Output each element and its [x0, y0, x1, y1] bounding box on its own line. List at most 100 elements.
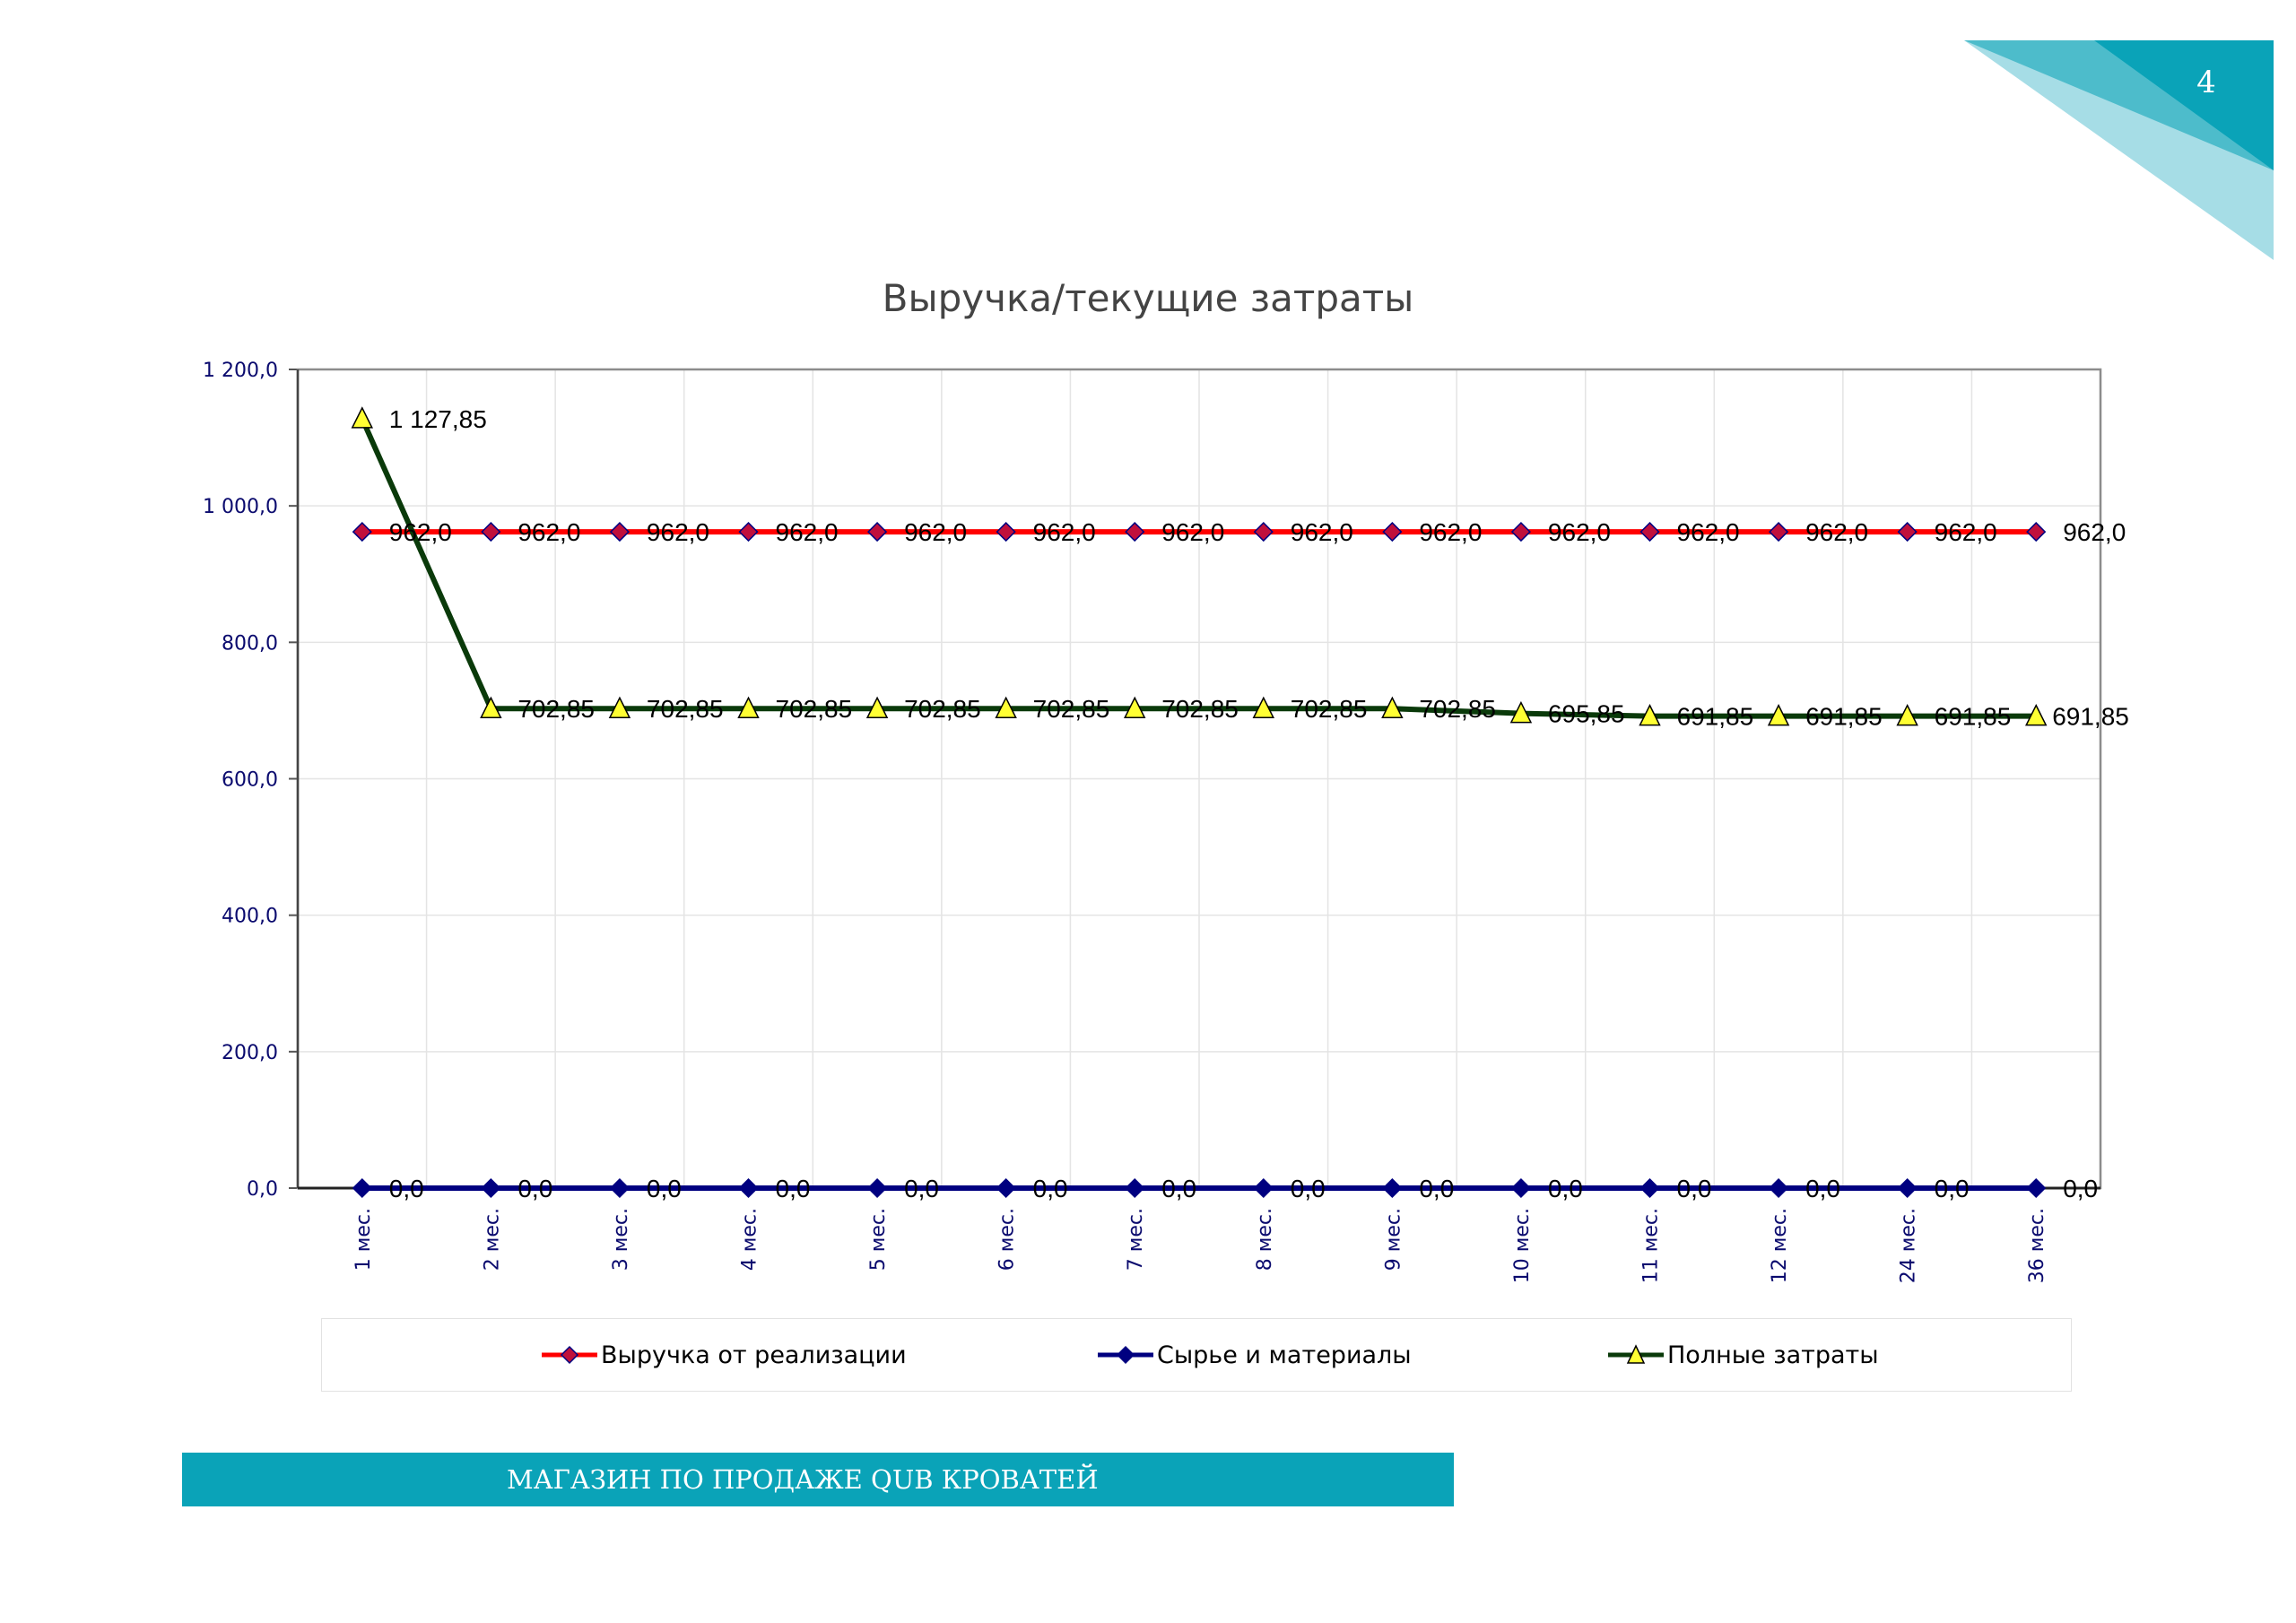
- data-point: [738, 1177, 759, 1199]
- data-label: 962,0: [1935, 518, 1997, 546]
- y-tick-label: 600,0: [222, 769, 278, 792]
- legend-swatch-total-costs: [1608, 1344, 1664, 1364]
- legend-label: Полные затраты: [1667, 1341, 1879, 1369]
- chart-legend: Выручка от реализации Сырье и материалы …: [321, 1318, 2072, 1392]
- data-label: 0,0: [1677, 1175, 1712, 1202]
- data-label: 0,0: [1805, 1175, 1840, 1202]
- data-point: [738, 522, 759, 542]
- chart-title: Выручка/текущие затраты: [882, 276, 1414, 320]
- data-point: [1382, 522, 1403, 542]
- data-point: [480, 696, 502, 718]
- legend-item-revenue: Выручка от реализации: [540, 1319, 907, 1391]
- data-point: [1510, 1177, 1531, 1199]
- data-label: 962,0: [776, 518, 839, 546]
- data-label: 962,0: [647, 518, 709, 546]
- data-label: 0,0: [1161, 1175, 1196, 1202]
- data-point: [1124, 696, 1146, 718]
- grid: [298, 369, 2100, 1188]
- data-label: 691,85: [2052, 703, 2129, 731]
- data-label: 0,0: [904, 1175, 939, 1202]
- data-point: [1253, 1177, 1274, 1199]
- x-tick-label: 4 мес.: [739, 1208, 761, 1271]
- x-tick-label: 7 мес.: [1125, 1208, 1147, 1271]
- data-point: [1252, 696, 1274, 718]
- y-tick-label: 800,0: [222, 632, 278, 655]
- x-tick-label: 12 мес.: [1769, 1208, 1791, 1283]
- data-point: [865, 696, 889, 718]
- data-point: [608, 696, 631, 718]
- data-label: 0,0: [1548, 1175, 1583, 1202]
- x-tick-label: 9 мес.: [1382, 1208, 1405, 1271]
- data-label: 702,85: [904, 695, 981, 723]
- data-point: [1125, 522, 1145, 542]
- data-point: [1767, 703, 1790, 726]
- data-label: 0,0: [389, 1175, 424, 1202]
- data-label: 0,0: [2063, 1175, 2098, 1202]
- data-label: 702,85: [647, 695, 724, 723]
- data-label: 962,0: [1291, 518, 1353, 546]
- data-label: 702,85: [776, 695, 853, 723]
- legend-label: Сырье и материалы: [1157, 1341, 1412, 1369]
- data-point: [352, 1177, 372, 1199]
- x-tick-label: 2 мес.: [481, 1208, 503, 1271]
- y-tick-label: 200,0: [222, 1042, 278, 1064]
- data-label: 0,0: [776, 1175, 811, 1202]
- data-label: 962,0: [517, 518, 580, 546]
- data-point: [867, 522, 888, 542]
- data-point: [1769, 1177, 1789, 1199]
- x-tick-label: 8 мес.: [1254, 1208, 1276, 1271]
- series: [351, 406, 2048, 1199]
- data-label: 962,0: [1161, 518, 1224, 546]
- data-label: 962,0: [1805, 518, 1868, 546]
- data-point: [995, 696, 1017, 718]
- data-point: [996, 1177, 1016, 1199]
- data-point: [1897, 522, 1918, 542]
- x-tick-label: 10 мес.: [1511, 1208, 1534, 1283]
- data-label: 702,85: [1419, 695, 1496, 723]
- data-label: 962,0: [1677, 518, 1740, 546]
- data-point: [609, 1177, 630, 1199]
- data-label: 962,0: [2063, 518, 2126, 546]
- x-tick-label: 11 мес.: [1640, 1208, 1663, 1283]
- data-point: [1897, 1177, 1918, 1199]
- data-label: 695,85: [1548, 700, 1625, 728]
- data-point: [1253, 522, 1274, 542]
- data-label: 962,0: [1548, 518, 1611, 546]
- x-tick-label: 1 мес.: [352, 1208, 375, 1271]
- data-label: 1 127,85: [389, 405, 487, 433]
- y-tick-label: 1 200,0: [203, 360, 278, 382]
- data-label: 691,85: [1805, 703, 1883, 731]
- y-tick-label: 1 000,0: [203, 496, 278, 518]
- page-number: 4: [2196, 65, 2216, 100]
- legend-label: Выручка от реализации: [601, 1341, 907, 1369]
- legend-item-total-costs: Полные затраты: [1606, 1319, 1879, 1391]
- data-point: [1639, 703, 1661, 726]
- legend-swatch-revenue: [542, 1345, 597, 1365]
- data-label: 0,0: [1935, 1175, 1970, 1202]
- data-point: [867, 1177, 888, 1199]
- x-tick-label: 6 мес.: [996, 1208, 1019, 1271]
- data-label: 702,85: [1033, 695, 1110, 723]
- data-point: [2026, 522, 2047, 542]
- data-point: [1510, 522, 1531, 542]
- x-tick-label: 5 мес.: [867, 1208, 890, 1271]
- data-label: 962,0: [904, 518, 967, 546]
- data-label: 0,0: [1291, 1175, 1326, 1202]
- data-label: 0,0: [1033, 1175, 1068, 1202]
- data-label: 962,0: [1033, 518, 1096, 546]
- data-point: [1382, 1177, 1403, 1199]
- data-point: [2026, 1177, 2047, 1199]
- data-label: 962,0: [1419, 518, 1482, 546]
- corner-triangle-dark: [2094, 40, 2274, 170]
- y-tick-label: 400,0: [222, 906, 278, 928]
- data-point: [1509, 700, 1533, 724]
- data-label: 0,0: [647, 1175, 682, 1202]
- data-label: 962,0: [389, 518, 452, 546]
- data-label: 0,0: [517, 1175, 552, 1202]
- data-point: [1769, 522, 1789, 542]
- data-point: [1125, 1177, 1145, 1199]
- footer-title: МАГАЗИН ПО ПРОДАЖЕ QUB КРОВАТЕЙ: [507, 1464, 1099, 1495]
- data-point: [352, 522, 372, 542]
- data-point: [2025, 703, 2048, 726]
